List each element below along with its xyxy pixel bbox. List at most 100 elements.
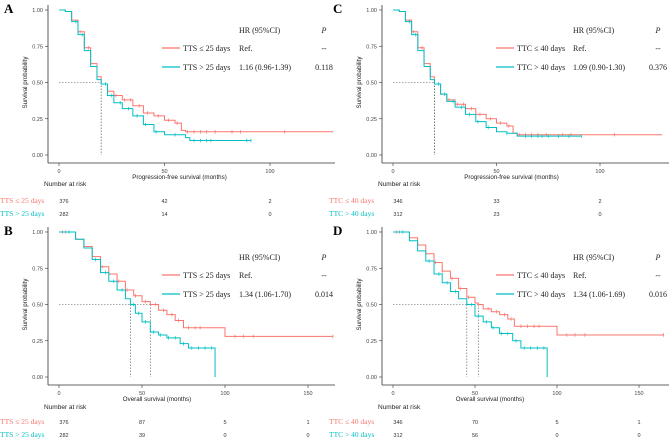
risk-count: 346: [393, 199, 402, 205]
legend-header-p: P: [655, 253, 661, 262]
legend-p: --: [655, 44, 661, 53]
x-tick-label: 100: [265, 169, 274, 175]
risk-count: 0: [637, 433, 640, 439]
x-tick-label: 50: [139, 391, 145, 397]
risk-count: 282: [59, 212, 68, 218]
risk-table-title: Number at risk: [44, 404, 87, 411]
legend-hr: Ref.: [573, 44, 587, 53]
legend-label: TTC > 40 days: [517, 290, 565, 299]
risk-count: 0: [306, 433, 309, 439]
risk-count: 0: [598, 212, 601, 218]
x-tick-label: 0: [57, 169, 60, 175]
risk-count: 0: [555, 433, 558, 439]
x-tick-label: 0: [391, 169, 394, 175]
x-tick-label: 100: [220, 391, 229, 397]
legend-label: TTS ≤ 25 days: [183, 44, 230, 53]
risk-count: 1: [306, 420, 309, 426]
risk-row-label: TTS ≤ 25 days: [0, 417, 44, 426]
risk-count: 87: [139, 420, 145, 426]
legend-hr: Ref.: [239, 271, 253, 280]
y-tick-label: 0.50: [32, 81, 43, 87]
y-axis-title: Survival probability: [356, 56, 363, 109]
risk-count: 312: [393, 433, 402, 439]
y-tick-label: 0.75: [32, 44, 43, 50]
y-axis-title: Survival probability: [22, 56, 29, 109]
risk-count: 0: [223, 433, 226, 439]
survival-curve-1: [393, 9, 663, 136]
legend-p: 0.016: [649, 290, 667, 299]
risk-count: 5: [555, 420, 558, 426]
risk-count: 376: [59, 420, 68, 426]
survival-curve-2: [59, 231, 216, 377]
y-tick-label: 0.00: [366, 375, 377, 381]
legend-hr: Ref.: [573, 271, 587, 280]
risk-row-label: TTS > 25 days: [0, 430, 45, 439]
legend-hr: Ref.: [239, 44, 253, 53]
legend-hr: 1.34 (1.06-1.70): [239, 290, 291, 299]
y-tick-label: 0.25: [32, 117, 43, 123]
y-tick-label: 0.75: [366, 44, 377, 50]
panel-label: C: [333, 1, 342, 16]
x-tick-label: 50: [472, 391, 478, 397]
legend-p: 0.376: [649, 63, 667, 72]
risk-count: 14: [161, 212, 167, 218]
x-tick-label: 150: [303, 391, 312, 397]
risk-count: 2: [598, 199, 601, 205]
risk-count: 346: [393, 420, 402, 426]
y-tick-label: 1.00: [32, 8, 43, 14]
legend-label: TTS > 25 days: [183, 290, 230, 299]
survival-curve-1: [59, 231, 333, 337]
legend-p: 0.118: [315, 63, 333, 72]
risk-table-title: Number at risk: [378, 404, 421, 411]
risk-table-title: Number at risk: [44, 181, 87, 188]
y-axis-title: Survival probability: [22, 278, 29, 331]
y-tick-label: 0.50: [366, 81, 377, 87]
risk-table-title: Number at risk: [378, 181, 421, 188]
legend-p: 0.014: [315, 290, 333, 299]
legend-p: --: [655, 271, 661, 280]
legend-header-hr: HR (95%CI): [573, 26, 614, 35]
risk-count: 33: [493, 199, 499, 205]
survival-curve-1: [393, 231, 664, 336]
x-tick-label: 0: [391, 391, 394, 397]
x-axis-title: Progression-free survival (months): [464, 174, 559, 181]
legend-header-hr: HR (95%CI): [573, 253, 614, 262]
panel-c: C 0.00 0.25 0.50 0.75 1.00 0 50 100 Progression-f…: [329, 1, 669, 218]
risk-count: 42: [161, 199, 167, 205]
legend-p: --: [321, 44, 327, 53]
x-axis-title: Overall survival (months): [123, 396, 191, 403]
x-tick-label: 50: [161, 169, 167, 175]
survival-curve-2: [393, 231, 548, 377]
legend-hr: 1.09 (0.90-1.30): [573, 63, 625, 72]
x-axis-title: Overall survival (months): [456, 396, 524, 403]
legend-label: TTC ≤ 40 days: [517, 271, 565, 280]
x-tick-label: 0: [57, 391, 60, 397]
x-tick-label: 100: [595, 169, 604, 175]
legend-hr: 1.34 (1.06-1.69): [573, 290, 625, 299]
x-tick-label: 100: [552, 391, 561, 397]
x-axis-title: Progression-free survival (months): [132, 174, 227, 181]
risk-count: 23: [493, 212, 499, 218]
risk-row-label: TTC > 40 days: [329, 209, 374, 218]
y-tick-label: 0.00: [32, 153, 43, 159]
risk-count: 312: [393, 212, 402, 218]
legend-header-p: P: [321, 253, 327, 262]
survival-curve-2: [59, 9, 252, 141]
legend-hr: 1.16 (0.96-1.39): [239, 63, 291, 72]
panel-label: A: [4, 1, 14, 16]
y-tick-label: 0.75: [366, 266, 377, 272]
panel-a: A 0.00 0.25 0.50 0.75 1.00 0 50 100 Progression-f…: [0, 1, 335, 218]
risk-count: 376: [59, 199, 68, 205]
y-tick-label: 1.00: [32, 230, 43, 236]
risk-count: 56: [472, 433, 478, 439]
risk-count: 0: [268, 212, 271, 218]
legend-header-hr: HR (95%CI): [239, 26, 280, 35]
survival-curve-2: [393, 9, 582, 137]
x-tick-label: 50: [493, 169, 499, 175]
legend-p: --: [321, 271, 327, 280]
legend-label: TTS > 25 days: [183, 63, 230, 72]
risk-count: 282: [59, 433, 68, 439]
y-tick-label: 0.25: [32, 339, 43, 345]
